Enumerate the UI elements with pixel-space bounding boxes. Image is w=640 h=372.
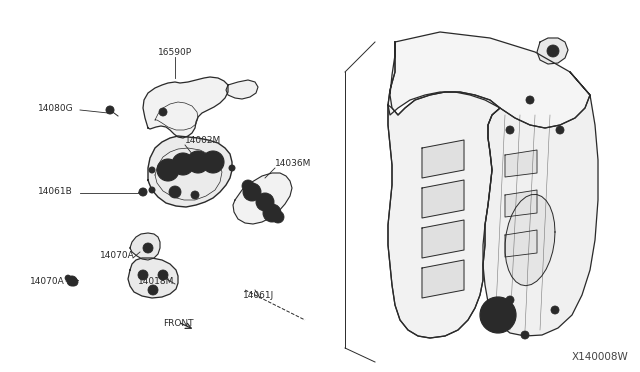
Circle shape <box>159 108 167 116</box>
Polygon shape <box>388 92 500 338</box>
Polygon shape <box>143 77 228 138</box>
Circle shape <box>242 180 254 192</box>
Text: 14070A: 14070A <box>100 251 135 260</box>
Circle shape <box>161 109 166 115</box>
Circle shape <box>172 153 194 175</box>
Circle shape <box>272 211 284 223</box>
Polygon shape <box>388 32 590 128</box>
Circle shape <box>138 270 148 280</box>
Circle shape <box>139 188 147 196</box>
Circle shape <box>521 331 529 339</box>
Circle shape <box>506 296 514 304</box>
Text: 14061J: 14061J <box>243 292 275 301</box>
Circle shape <box>70 278 78 286</box>
Circle shape <box>176 157 190 171</box>
Circle shape <box>243 183 261 201</box>
Polygon shape <box>422 220 464 258</box>
Polygon shape <box>422 260 464 298</box>
Polygon shape <box>233 173 292 224</box>
Circle shape <box>143 243 153 253</box>
Circle shape <box>526 96 534 104</box>
Circle shape <box>149 167 155 173</box>
Circle shape <box>157 159 179 181</box>
Polygon shape <box>388 42 500 338</box>
Circle shape <box>486 303 510 327</box>
Polygon shape <box>537 38 568 64</box>
Polygon shape <box>505 230 537 257</box>
Polygon shape <box>148 136 232 207</box>
Circle shape <box>260 197 270 207</box>
Circle shape <box>158 270 168 280</box>
Text: 14018M: 14018M <box>138 278 174 286</box>
Circle shape <box>551 306 559 314</box>
Circle shape <box>169 186 181 198</box>
Text: 14036M: 14036M <box>275 158 312 167</box>
Text: X140008W: X140008W <box>572 352 628 362</box>
Circle shape <box>480 297 516 333</box>
Polygon shape <box>128 258 178 298</box>
Circle shape <box>263 204 281 222</box>
Text: 14070A: 14070A <box>30 278 65 286</box>
Circle shape <box>492 309 504 321</box>
Circle shape <box>149 187 155 193</box>
Polygon shape <box>505 190 537 217</box>
Circle shape <box>187 151 209 173</box>
Circle shape <box>191 155 205 169</box>
Polygon shape <box>483 72 598 336</box>
Circle shape <box>206 155 220 169</box>
Text: 16590P: 16590P <box>158 48 192 57</box>
Circle shape <box>161 163 175 177</box>
Polygon shape <box>422 180 464 218</box>
Circle shape <box>148 285 158 295</box>
Polygon shape <box>422 140 464 178</box>
Circle shape <box>547 45 559 57</box>
Text: 14080G: 14080G <box>38 103 74 112</box>
Circle shape <box>556 126 564 134</box>
Circle shape <box>256 193 274 211</box>
Text: 14002M: 14002M <box>185 135 221 144</box>
Polygon shape <box>505 150 537 177</box>
Circle shape <box>202 151 224 173</box>
Circle shape <box>506 126 514 134</box>
Circle shape <box>229 165 235 171</box>
Text: 14061B: 14061B <box>38 186 73 196</box>
Circle shape <box>106 106 114 114</box>
Polygon shape <box>226 80 258 99</box>
Polygon shape <box>505 195 555 286</box>
Polygon shape <box>130 233 160 260</box>
Circle shape <box>65 275 71 281</box>
Circle shape <box>267 208 277 218</box>
Text: FRONT: FRONT <box>163 320 193 328</box>
Circle shape <box>247 187 257 197</box>
Circle shape <box>191 191 199 199</box>
Circle shape <box>67 276 77 286</box>
